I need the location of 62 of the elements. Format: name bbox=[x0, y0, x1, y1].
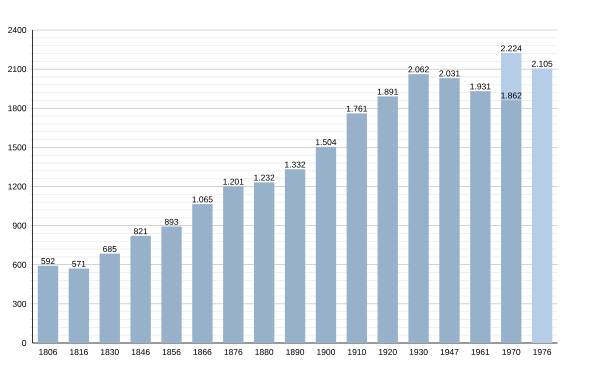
total-label: 2.224 bbox=[501, 45, 522, 52]
data-label: 571 bbox=[72, 260, 86, 267]
x-tick-label: 1961 bbox=[472, 349, 490, 356]
data-label: 1.232 bbox=[254, 174, 274, 181]
y-tick-label: 1800 bbox=[8, 105, 26, 112]
y-tick-label: 2400 bbox=[8, 27, 26, 33]
bar bbox=[378, 96, 398, 343]
x-tick-label: 1900 bbox=[317, 349, 336, 356]
bar bbox=[439, 78, 460, 343]
bar bbox=[346, 113, 368, 343]
bar bbox=[130, 236, 151, 343]
bar bbox=[254, 182, 274, 343]
bar bbox=[501, 100, 522, 343]
bar bbox=[38, 266, 58, 343]
bar bbox=[408, 74, 429, 343]
data-label: 592 bbox=[41, 258, 55, 264]
x-tick-label: 1920 bbox=[378, 349, 397, 356]
data-label: 2.062 bbox=[408, 66, 429, 72]
x-tick-label: 1910 bbox=[348, 349, 366, 356]
y-tick-label: 600 bbox=[12, 262, 26, 268]
bar bbox=[532, 68, 552, 343]
data-label: 2.105 bbox=[532, 60, 552, 67]
x-tick-label: 1856 bbox=[162, 349, 181, 356]
data-label: 1.931 bbox=[470, 83, 491, 90]
x-tick-label: 1816 bbox=[70, 349, 88, 356]
bar bbox=[470, 91, 491, 343]
x-tick-label: 1947 bbox=[440, 349, 458, 356]
y-tick-label: 1200 bbox=[8, 184, 26, 190]
data-label: 1.891 bbox=[378, 88, 398, 95]
bar bbox=[192, 204, 213, 343]
y-tick-label: 900 bbox=[12, 222, 26, 229]
bar bbox=[100, 254, 120, 343]
y-tick-label: 1500 bbox=[8, 144, 26, 150]
data-label: 2.031 bbox=[439, 70, 460, 76]
x-tick-label: 1806 bbox=[39, 349, 58, 356]
data-label: 893 bbox=[164, 218, 178, 225]
x-tick-label: 1976 bbox=[533, 349, 552, 356]
x-tick-label: 1890 bbox=[286, 349, 304, 356]
bar bbox=[316, 146, 336, 343]
data-label: 1.332 bbox=[285, 162, 306, 168]
bar bbox=[68, 268, 90, 343]
x-tick-label: 1880 bbox=[255, 349, 274, 356]
data-label: 685 bbox=[103, 246, 116, 252]
x-tick-label: 1830 bbox=[100, 349, 119, 356]
x-tick-label: 1866 bbox=[194, 349, 212, 356]
data-label: 1.862 bbox=[501, 92, 522, 98]
x-tick-label: 1970 bbox=[502, 349, 520, 356]
y-tick-label: 300 bbox=[12, 300, 26, 307]
data-label: 1.504 bbox=[316, 139, 336, 146]
bar bbox=[161, 226, 182, 343]
bar bbox=[223, 186, 244, 343]
data-label: 1.065 bbox=[192, 196, 213, 202]
data-label: 821 bbox=[134, 228, 148, 234]
bar bbox=[284, 169, 306, 343]
data-label: 1.201 bbox=[223, 178, 244, 185]
x-tick-label: 1846 bbox=[132, 349, 150, 356]
bar bbox=[501, 52, 522, 100]
x-tick-label: 1876 bbox=[224, 349, 242, 356]
y-tick-label: 0 bbox=[22, 340, 26, 346]
y-tick-label: 2100 bbox=[8, 66, 26, 72]
data-label: 1.761 bbox=[346, 106, 368, 112]
x-tick-label: 1930 bbox=[410, 349, 428, 356]
